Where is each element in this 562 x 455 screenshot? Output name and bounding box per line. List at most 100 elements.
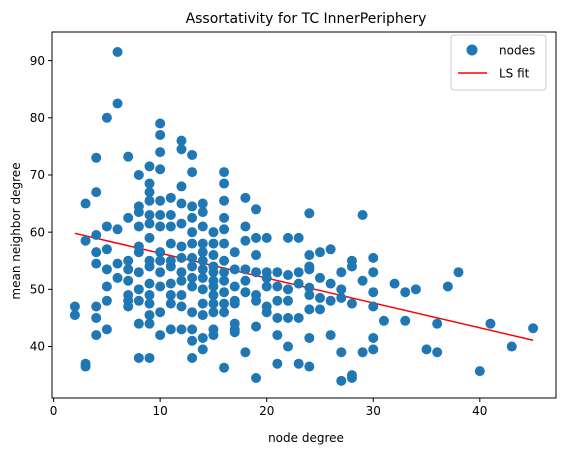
data-point [400,287,411,298]
data-point [314,304,325,315]
data-point [272,330,283,341]
data-point [293,232,304,243]
data-point [187,212,198,223]
data-point [176,252,187,263]
x-tick-label: 40 [472,404,487,418]
data-point [283,284,294,295]
data-point [485,318,496,329]
data-point [187,324,198,335]
data-point [368,287,379,298]
data-point [283,312,294,323]
data-points [69,47,539,386]
data-point [155,281,166,292]
data-point [197,221,208,232]
data-point [219,167,230,178]
data-point [304,304,315,315]
data-point [187,252,198,263]
data-point [304,264,315,275]
data-point [283,341,294,352]
data-point [144,310,155,321]
data-point [378,315,389,326]
y-tick-label: 50 [30,283,45,297]
data-point [144,352,155,363]
y-tick-label: 90 [30,54,45,68]
data-point [293,278,304,289]
y-tick-label: 80 [30,111,45,125]
data-point [133,207,144,218]
data-point [229,327,240,338]
data-point [144,210,155,220]
data-point [208,281,219,292]
data-point [325,295,336,306]
data-point [346,261,357,272]
data-point [165,261,176,272]
data-point [155,330,166,341]
data-point [112,272,123,283]
data-point [165,324,176,335]
data-point [240,221,251,232]
data-point [91,301,102,312]
data-point [368,344,379,355]
data-point [91,258,102,269]
data-point [144,195,155,206]
fit-line-layer [74,232,534,341]
data-point [219,362,230,373]
data-point [325,244,336,255]
data-point [112,47,123,58]
data-point [421,344,432,355]
data-point [336,267,347,278]
data-point [187,238,198,249]
data-point [133,318,144,329]
x-axis-label: node degree [268,431,344,445]
data-point [144,290,155,301]
data-point [187,261,198,272]
data-point [155,118,166,129]
data-point [80,198,91,209]
data-point [304,282,315,293]
data-point [80,361,91,372]
data-point [144,278,155,289]
data-point [304,332,315,343]
data-point [144,261,155,272]
data-point [165,290,176,301]
data-point [101,264,112,275]
data-point [208,238,219,249]
data-point [251,250,262,261]
data-point [155,164,166,175]
data-point [197,284,208,295]
data-point [123,301,134,312]
data-point [133,221,144,232]
data-point [357,275,368,286]
ls-fit-line [74,232,534,341]
data-point [346,298,357,309]
data-point [261,281,272,292]
data-point [123,264,134,275]
data-point [101,324,112,335]
data-point [229,281,240,292]
data-point [176,135,187,146]
data-point [251,232,262,243]
x-tick-label: 0 [50,404,58,418]
data-point [400,315,411,326]
data-point [144,298,155,309]
data-point [176,267,187,278]
x-axis-ticks: 0 10 20 30 40 [50,398,487,418]
data-point [219,287,230,298]
data-point [144,218,155,229]
data-point [155,210,166,220]
data-point [240,275,251,286]
axes-spines [51,31,557,399]
data-point [506,341,517,352]
data-point [219,275,230,286]
data-point [272,267,283,278]
data-point [208,267,219,278]
data-point [101,295,112,306]
data-point [123,275,134,286]
data-point [283,270,294,281]
data-point [187,227,198,238]
data-point [133,295,144,306]
data-point [219,178,230,189]
data-point [165,278,176,289]
data-point [346,372,357,383]
